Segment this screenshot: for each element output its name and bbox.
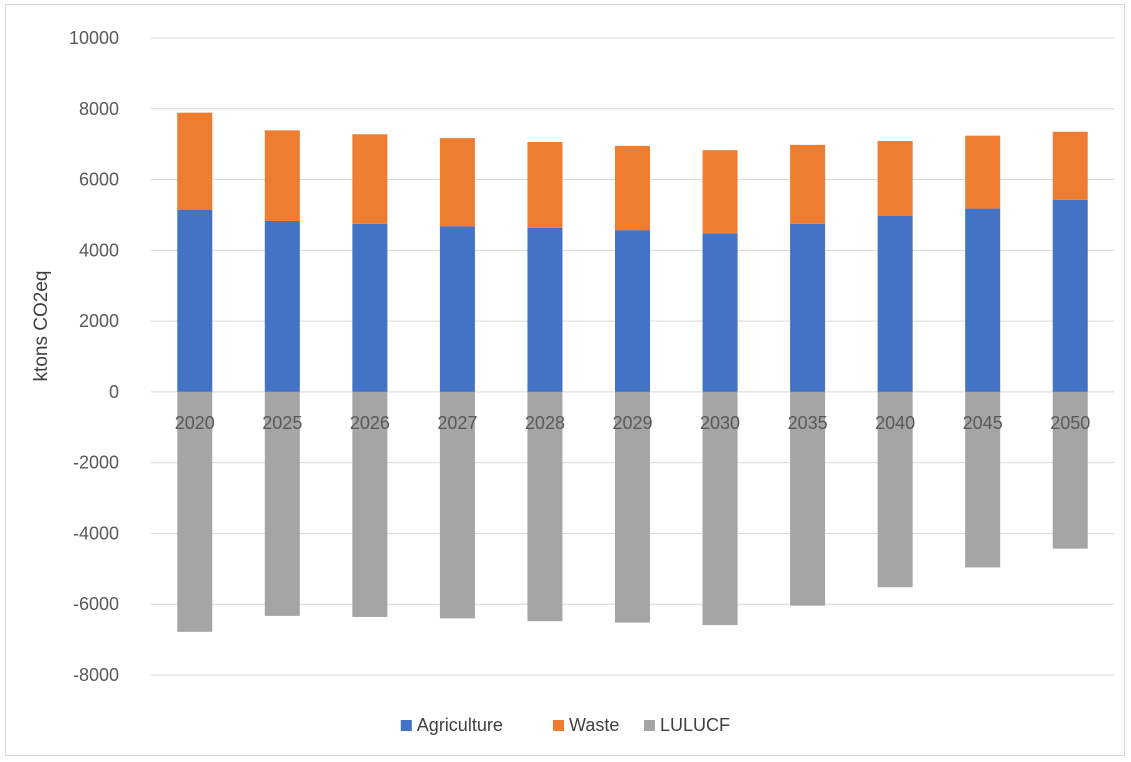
y-tick-label: -2000 bbox=[73, 453, 119, 473]
y-axis-ticks: 10000 8000 6000 4000 2000 0 -2000 -4000 -6000 -80… bbox=[69, 28, 119, 685]
x-tick-label: 2035 bbox=[788, 413, 828, 433]
x-tick-label: 2040 bbox=[875, 413, 915, 433]
bar-agriculture-2030 bbox=[702, 233, 738, 392]
bar-lulucf-2028 bbox=[527, 391, 563, 622]
bar-agriculture-2050 bbox=[1052, 199, 1088, 392]
legend-swatch-waste bbox=[553, 720, 564, 731]
y-tick-label: 4000 bbox=[79, 240, 119, 260]
chart-canvas: 10000 8000 6000 4000 2000 0 -2000 -4000 -6000 -80… bbox=[31, 28, 1114, 735]
y-tick-label: -8000 bbox=[73, 665, 119, 685]
bar-agriculture-2025 bbox=[264, 220, 300, 392]
x-tick-label: 2045 bbox=[963, 413, 1003, 433]
bar-agriculture-2029 bbox=[614, 230, 651, 392]
bar-agriculture-2045 bbox=[965, 208, 1001, 392]
x-tick-label: 2026 bbox=[350, 413, 390, 433]
bar-lulucf-2040 bbox=[877, 391, 913, 588]
x-axis-ticks: 2020 2025 2026 2027 2028 2029 2030 2035 2040 2045… bbox=[175, 413, 1091, 433]
legend-swatch-lulucf bbox=[644, 720, 655, 731]
bar-lulucf-2029 bbox=[614, 391, 651, 623]
y-tick-label: 8000 bbox=[79, 99, 119, 119]
bar-waste-2035 bbox=[790, 144, 826, 224]
bar-lulucf-2050 bbox=[1052, 391, 1088, 549]
y-axis-title: ktons CO2eq bbox=[31, 271, 52, 382]
bars bbox=[177, 112, 1088, 632]
bar-waste-2030 bbox=[702, 150, 738, 234]
bar-agriculture-2020 bbox=[177, 209, 213, 392]
x-tick-label: 2027 bbox=[437, 413, 477, 433]
bar-agriculture-2040 bbox=[877, 216, 913, 392]
bar-waste-2029 bbox=[614, 145, 651, 231]
bar-agriculture-2035 bbox=[790, 223, 826, 392]
y-tick-label: 6000 bbox=[79, 170, 119, 190]
legend-label-lulucf: LULUCF bbox=[660, 715, 730, 735]
bar-agriculture-2028 bbox=[527, 227, 563, 392]
legend-swatch-agriculture bbox=[400, 720, 412, 731]
bar-waste-2026 bbox=[352, 134, 388, 224]
x-tick-label: 2029 bbox=[612, 413, 652, 433]
bar-waste-2040 bbox=[877, 140, 913, 217]
bar-lulucf-2027 bbox=[439, 391, 475, 619]
bar-waste-2045 bbox=[965, 135, 1001, 209]
bar-lulucf-2045 bbox=[965, 391, 1001, 568]
x-tick-label: 2025 bbox=[262, 413, 302, 433]
y-tick-label: 10000 bbox=[69, 28, 119, 48]
y-tick-label: 0 bbox=[109, 382, 119, 402]
bar-waste-2027 bbox=[439, 138, 475, 227]
bar-lulucf-2035 bbox=[790, 391, 826, 606]
y-tick-label: -6000 bbox=[73, 594, 119, 614]
x-tick-label: 2028 bbox=[525, 413, 565, 433]
y-tick-label: 2000 bbox=[79, 311, 119, 331]
bar-agriculture-2027 bbox=[439, 226, 475, 392]
bar-waste-2050 bbox=[1052, 131, 1088, 200]
y-tick-label: -4000 bbox=[73, 523, 119, 543]
bar-lulucf-2025 bbox=[264, 391, 300, 616]
bar-agriculture-2026 bbox=[352, 223, 388, 392]
x-tick-label: 2030 bbox=[700, 413, 740, 433]
bar-waste-2025 bbox=[264, 130, 300, 221]
x-tick-label: 2050 bbox=[1050, 413, 1090, 433]
legend-label-waste: Waste bbox=[569, 715, 619, 735]
legend-label-agriculture: Agriculture bbox=[417, 715, 503, 735]
legend: Agriculture Waste LULUCF bbox=[400, 715, 730, 735]
bar-lulucf-2020 bbox=[177, 391, 213, 632]
bar-waste-2020 bbox=[177, 112, 213, 210]
bar-lulucf-2030 bbox=[702, 391, 738, 626]
bar-lulucf-2026 bbox=[352, 391, 388, 617]
bar-waste-2028 bbox=[527, 142, 563, 228]
x-tick-label: 2020 bbox=[175, 413, 215, 433]
chart-area: 10000 8000 6000 4000 2000 0 -2000 -4000 -6000 -80… bbox=[5, 4, 1125, 756]
